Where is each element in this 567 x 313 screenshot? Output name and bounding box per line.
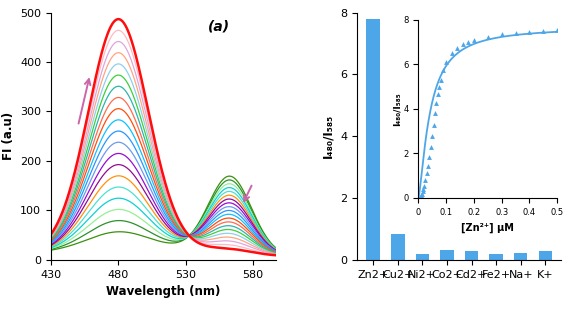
Bar [465,250,479,260]
Bar [366,19,380,260]
Bar [489,254,503,260]
Bar [416,254,429,260]
Text: (b): (b) [476,20,498,34]
Text: (a): (a) [208,20,230,34]
Y-axis label: FI (a.u): FI (a.u) [2,112,15,160]
Bar [440,250,454,260]
Bar [514,253,527,260]
Bar [391,233,404,260]
X-axis label: Wavelength (nm): Wavelength (nm) [106,285,221,298]
Bar [539,251,552,260]
Y-axis label: I₄₈₀/I₅₈₅: I₄₈₀/I₅₈₅ [321,114,335,158]
